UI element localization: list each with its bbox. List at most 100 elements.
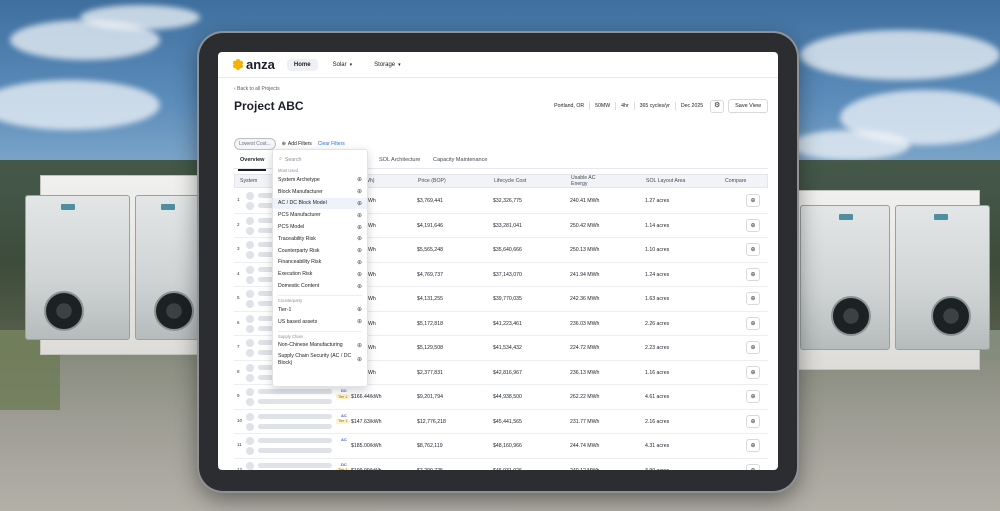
plus-icon: ⊕ [750,443,756,449]
table-row[interactable]: 10 AC Tier 1 $147.63/kWh $12,776,218 $45,441,… [234,410,768,434]
dropdown-option[interactable]: AC / DC Block Model ⊕ [273,197,367,210]
tier-badge: Tier 1 [336,394,350,399]
chevron-down-icon: ▾ [398,61,401,68]
dropdown-option[interactable]: Counterparty Risk ⊕ [273,245,367,257]
cell-energy: 240.41 MWh [570,198,600,204]
system-avatar-placeholder [246,192,254,200]
search-icon: ⌕ [279,156,282,162]
coupling-tag: AC [341,437,347,442]
tab-capacity-maintenance[interactable]: Capacity Maintenance [433,157,488,163]
row-index: 10 [237,417,243,423]
table-row[interactable]: 11 AC $185.00/kWh $8,762,119 $48,160,966 244.… [234,434,768,459]
cell-lifecycle: $48,160,966 [493,443,522,449]
dropdown-option[interactable]: US based assets ⊕ [273,316,367,328]
nav-storage[interactable]: Storage ▾ [367,59,408,71]
meta-location: Portland, OR [549,102,591,110]
system-avatar-placeholder [246,275,254,284]
dropdown-option[interactable]: Traceability Risk ⊕ [273,233,367,245]
row-index: 1 [237,197,240,202]
dropdown-option[interactable]: Execution Risk ⊕ [273,268,367,280]
back-link[interactable]: ‹ Back to all Projects [234,86,280,92]
cloud [80,5,200,30]
nav-home-label: Home [293,61,311,68]
tab-sol-architecture[interactable]: SOL Architecture [379,157,421,163]
cell-area: 1.10 acres [645,247,670,253]
row-index: 12 [237,466,243,471]
cell-energy: 242.36 MWh [570,296,600,302]
dropdown-option-label: Supply Chain Security (AC / DC Block) [278,353,352,367]
dropdown-option[interactable]: PCS Manufacturer ⊕ [273,209,367,221]
col-area[interactable]: SOL Layout Area [646,178,686,184]
inverter-unit [895,205,990,350]
plus-icon: ⊕ [750,296,756,302]
filter-chip[interactable]: Lowest Cost... [234,138,276,150]
dropdown-option-label: Tier-1 [278,306,292,313]
plus-icon: ⊕ [356,307,362,314]
dropdown-section-title: Most Used [278,168,299,173]
add-filters-label: Add Filters [287,141,312,147]
nav-solar-label: Solar [332,61,347,68]
dropdown-option[interactable]: Block Manufacturer ⊕ [273,186,367,198]
plus-icon: ⊕ [356,177,362,184]
cell-price: $9,201,794 [417,394,443,400]
cell-lifecycle: $37,143,070 [493,271,522,278]
add-filters-button[interactable]: ⊕ Add Filters [282,141,312,147]
system-avatar-placeholder [246,398,254,406]
coupling-tag: DC [341,388,347,393]
save-view-button[interactable]: Save View [728,99,768,113]
dropdown-option[interactable]: Supply Chain Security (AC / DC Block) ⊕ [273,351,367,369]
compare-button[interactable]: ⊕ [746,341,760,354]
dropdown-option[interactable]: Financeability Risk ⊕ [273,257,367,269]
table-row[interactable]: 9 DC Tier 1 $166.44/kWh $9,201,794 $44,938,50… [234,385,768,410]
nav-solar[interactable]: Solar ▾ [326,59,360,71]
dropdown-option-label: AC / DC Block Model [278,200,327,207]
gear-icon: ⚙ [713,102,721,109]
cloud [800,30,1000,80]
cell-energy: 240.12 MWh [570,468,599,471]
compare-button[interactable]: ⊕ [746,218,760,232]
compare-button[interactable]: ⊕ [746,414,760,428]
dropdown-option[interactable]: System Archetype ⊕ [273,174,367,186]
nav-home[interactable]: Home [286,58,318,71]
dropdown-option[interactable]: PCS Model ⊕ [273,221,367,233]
col-lifecycle[interactable]: Lifecycle Cost [494,178,527,184]
cell-price: $5,172,818 [417,320,443,327]
inverter-unit [135,195,205,340]
compare-button[interactable]: ⊕ [746,267,760,281]
compare-button[interactable]: ⊕ [746,365,760,379]
tab-overview[interactable]: Overview [237,157,267,171]
cell-area: 2.26 acres [645,320,670,327]
row-index: 5 [237,295,240,300]
compare-button[interactable]: ⊕ [746,439,760,452]
col-energy[interactable]: Usable AC Energy [571,175,596,187]
compare-button[interactable]: ⊕ [746,194,760,207]
cell-area: 2.16 acres [645,418,670,425]
dropdown-search[interactable]: ⌕ Search [276,154,364,165]
compare-button[interactable]: ⊕ [746,463,760,471]
dropdown-divider [278,330,362,332]
compare-button[interactable]: ⊕ [746,292,760,305]
plus-icon: ⊕ [750,467,755,471]
row-index: 4 [237,270,240,276]
logo[interactable]: anza [231,57,275,72]
cell-area: 1.27 acres [645,198,670,204]
clear-filters-link[interactable]: Clear Filters [317,141,345,147]
system-name-placeholder [258,389,332,394]
dropdown-option[interactable]: Domestic Content ⊕ [273,280,367,292]
dropdown-option[interactable]: Tier-1 ⊕ [273,304,367,316]
col-price[interactable]: Price (BOP) [418,178,446,184]
filter-bar: Lowest Cost... ⊕ Add Filters Clear Filte… [234,138,345,150]
dropdown-option-label: US based assets [278,318,318,325]
system-name-placeholder [258,413,332,419]
compare-button[interactable]: ⊕ [746,243,760,256]
col-system[interactable]: System [240,178,258,184]
dropdown-option[interactable]: Non-Chinese Manufacturing ⊕ [273,340,367,352]
plus-icon: ⊕ [356,212,362,219]
cell-lifecycle: $42,816,967 [493,369,522,376]
dropdown-option-label: Block Manufacturer [278,188,323,195]
compare-button[interactable]: ⊕ [746,316,760,330]
dropdown-option-label: PCS Manufacturer [278,212,321,219]
settings-button[interactable]: ⚙ [710,99,725,113]
compare-button[interactable]: ⊕ [746,390,760,403]
